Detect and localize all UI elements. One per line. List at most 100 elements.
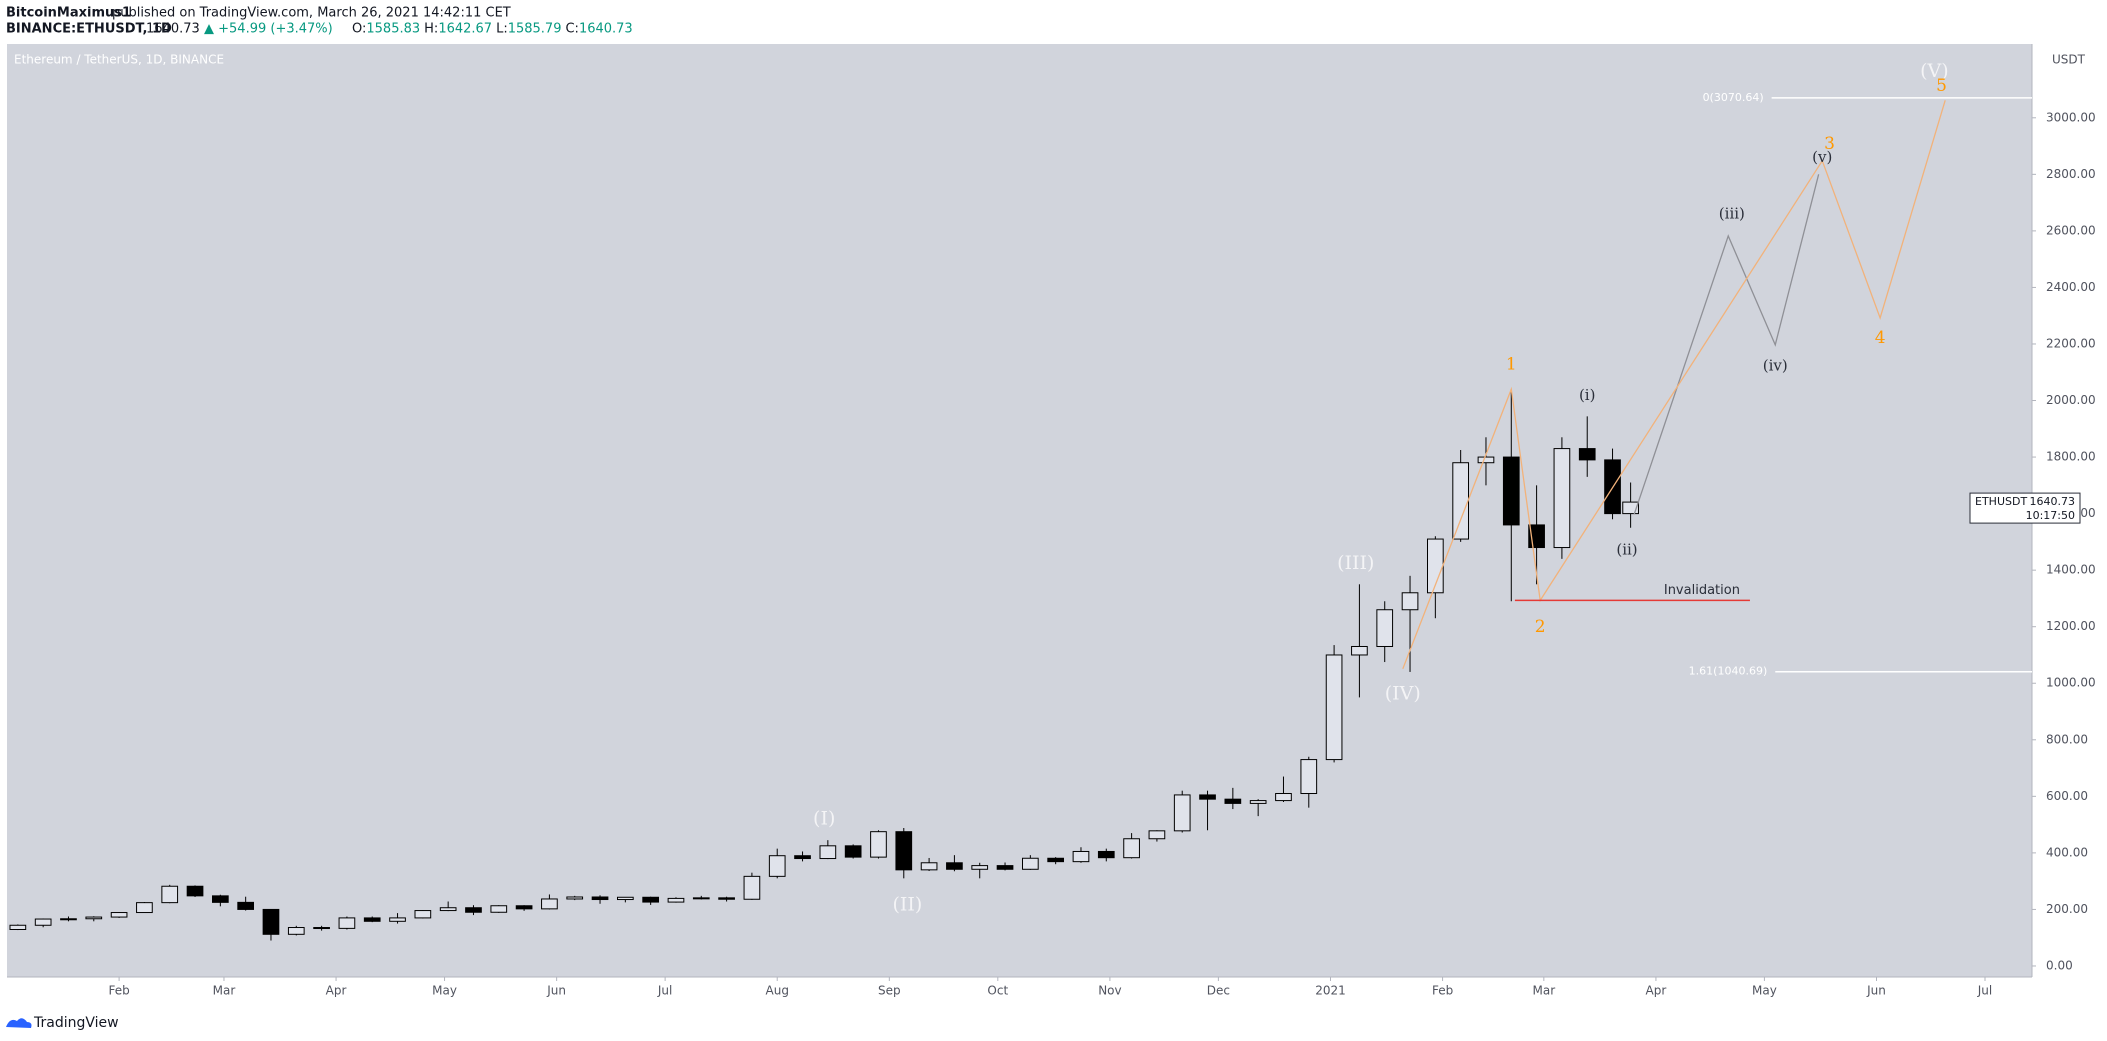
quote-value: 1640.73 — [579, 22, 633, 37]
candle-body — [287, 927, 305, 935]
y-tick-label: 800.00 — [2046, 732, 2088, 746]
candle-body — [541, 898, 558, 910]
candle-body — [1173, 794, 1191, 832]
x-tick-label: Sep — [878, 984, 901, 998]
plot-layer — [9, 97, 2032, 941]
candle-body — [819, 845, 837, 860]
candle-body — [946, 862, 963, 870]
quote-key: H: — [424, 22, 438, 37]
y-tick-label: 2600.00 — [2046, 223, 2096, 237]
wave-label: (iii) — [1719, 204, 1745, 222]
y-tick-label: 2400.00 — [2046, 280, 2096, 294]
candle-body — [1123, 838, 1140, 859]
candle-body — [363, 917, 381, 922]
wave-label: (i) — [1579, 386, 1596, 404]
wave-label: (IV) — [1385, 683, 1421, 705]
logo-icon — [6, 1018, 32, 1028]
candle-body — [1022, 857, 1039, 870]
candle-body — [1097, 850, 1115, 859]
quote-key: C: — [565, 22, 578, 37]
level-label: 1.61(1040.69) — [1689, 665, 1768, 678]
candle-body — [1452, 462, 1470, 540]
y-tick-label: 2200.00 — [2046, 336, 2096, 350]
candle-body — [1275, 793, 1292, 802]
x-tick-label: Jun — [546, 984, 566, 998]
candle-body — [718, 897, 735, 900]
x-tick-label: Nov — [1098, 984, 1121, 998]
candle-body — [1376, 609, 1394, 647]
candle-body — [60, 918, 77, 921]
price-tag-box — [1969, 492, 2081, 524]
candle-body — [617, 896, 634, 901]
candle-body — [490, 905, 508, 913]
candle-body — [642, 896, 660, 903]
y-tick-label: 2000.00 — [2046, 393, 2096, 407]
y-tick-label: 1400.00 — [2046, 563, 2096, 577]
candle-body — [971, 865, 989, 870]
change: ▲ +54.99 (+3.47%) — [204, 22, 333, 37]
y-tick-label: 200.00 — [2046, 902, 2088, 916]
x-tick-label: Feb — [108, 984, 129, 998]
candle-body — [1199, 794, 1216, 800]
x-tick-label: Apr — [1646, 984, 1667, 998]
y-tick-label: 1200.00 — [2046, 619, 2096, 633]
candle-body — [870, 831, 887, 858]
wave-path — [1633, 174, 1820, 515]
candle-body — [1622, 501, 1639, 515]
x-tick-label: Dec — [1207, 984, 1230, 998]
x-tick-label: Apr — [326, 984, 347, 998]
candle-body — [996, 865, 1014, 870]
price-tag-price: 1640.73 — [2030, 495, 2076, 508]
wave-label: (II) — [892, 893, 922, 915]
wave-label: (ii) — [1616, 541, 1637, 559]
y-tick-label: 400.00 — [2046, 845, 2088, 859]
chart-title: Ethereum / TetherUS, 1D, BINANCE — [14, 53, 224, 67]
wave-label: (V) — [1920, 60, 1949, 82]
candle-body — [768, 855, 786, 877]
wave-label: (iv) — [1763, 357, 1788, 375]
y-tick-label: 1000.00 — [2046, 676, 2096, 690]
author: BitcoinMaximus1 — [6, 6, 131, 21]
quote: O: 1585.83 H: 1642.67 L: 1585.79 C: 1640.73 — [352, 22, 633, 37]
candle-body — [591, 896, 609, 901]
candle-body — [389, 917, 406, 922]
quote-key: L: — [496, 22, 508, 37]
candle-body — [1477, 456, 1495, 464]
candle-body — [262, 908, 280, 935]
symbol: BINANCE:ETHUSDT, 1D — [6, 22, 172, 37]
footer-logo — [6, 1018, 32, 1028]
candle-body — [743, 875, 761, 900]
candle-body — [186, 885, 204, 897]
candle-body — [692, 897, 710, 900]
plot-area — [7, 44, 2032, 977]
candle-body — [1351, 645, 1368, 656]
wave-label: (v) — [1812, 148, 1832, 166]
candle-body — [1224, 798, 1242, 804]
y-tick-label: 1800.00 — [2046, 450, 2096, 464]
candle-body — [667, 897, 685, 903]
candle-body — [1300, 759, 1318, 795]
quote-value: 1642.67 — [438, 22, 492, 37]
candle-body — [1502, 456, 1520, 526]
wave-label: 2 — [1535, 617, 1546, 637]
candle-body — [212, 895, 229, 903]
candle-body — [844, 845, 862, 858]
wave-label: 4 — [1875, 328, 1886, 348]
footer-brand: TradingView — [33, 1015, 119, 1031]
wave-label: 5 — [1936, 76, 1947, 96]
candle-body — [338, 917, 356, 929]
x-tick-label: Jun — [1866, 984, 1886, 998]
quote-value: 1585.83 — [366, 22, 420, 37]
candle-body — [794, 855, 811, 860]
candle-body — [237, 901, 255, 910]
price: 1640.73 — [146, 22, 200, 37]
price-tag-symbol: ETHUSDT — [1975, 495, 2027, 508]
y-tick-label: 600.00 — [2046, 789, 2088, 803]
candle-body — [34, 918, 52, 926]
quote-key: O: — [352, 22, 366, 37]
candle-body — [1072, 850, 1090, 863]
level-label: Invalidation — [1664, 583, 1740, 598]
candle-body — [439, 907, 457, 912]
y-unit: USDT — [2052, 53, 2086, 67]
x-tick-label: Mar — [213, 984, 236, 998]
